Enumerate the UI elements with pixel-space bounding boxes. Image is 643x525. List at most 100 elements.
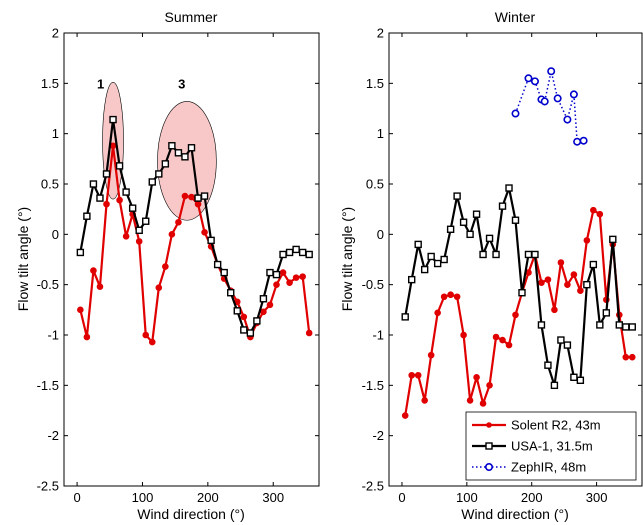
- summer-x-tick-label: 300: [262, 490, 284, 505]
- summer-x-tick-label: 200: [197, 490, 219, 505]
- winter-point-0: [505, 341, 513, 349]
- winter-point-1: [589, 260, 598, 269]
- winter-point-0: [492, 333, 500, 341]
- summer-point-0: [305, 329, 313, 337]
- summer-point-1: [227, 289, 235, 297]
- winter-point-1: [602, 309, 611, 317]
- winter-point-0: [421, 397, 428, 404]
- summer-point-0: [162, 263, 169, 270]
- winter-point-1: [401, 313, 409, 321]
- summer-point-0: [279, 269, 287, 276]
- winter-point-0: [434, 309, 441, 317]
- winter-x-tick-label: 200: [521, 490, 543, 505]
- summer-point-0: [260, 308, 267, 316]
- summer-y-tick-label: -2.5: [37, 479, 59, 494]
- winter-point-1: [492, 250, 500, 259]
- winter-point-0: [570, 271, 578, 278]
- summer-title: Summer: [165, 9, 218, 25]
- winter-point-1: [518, 289, 526, 297]
- winter-point-1: [479, 250, 487, 259]
- summer-point-1: [96, 194, 104, 202]
- winter-point-0: [473, 373, 480, 381]
- summer-x-tick-label: 100: [132, 490, 154, 505]
- winter-point-2: [511, 109, 520, 118]
- summer-point-0: [273, 281, 280, 288]
- winter-point-0: [453, 293, 461, 301]
- winter-x-tick-label: 0: [398, 490, 405, 505]
- winter-point-0: [512, 311, 519, 319]
- winter-point-2: [547, 67, 556, 76]
- winter-point-1: [628, 323, 636, 331]
- winter-point-0: [538, 279, 545, 286]
- winter-y-tick-label: -2: [372, 428, 384, 443]
- summer-point-1: [128, 204, 137, 212]
- summer-point-0: [175, 218, 182, 226]
- winter-point-2: [579, 136, 588, 145]
- winter-point-1: [485, 234, 494, 243]
- winter-point-1: [505, 184, 513, 192]
- summer-point-1: [155, 170, 163, 178]
- winter-point-0: [544, 276, 552, 283]
- summer-point-0: [135, 238, 143, 245]
- summer-point-1: [148, 178, 156, 186]
- summer-point-0: [122, 233, 130, 240]
- summer-point-0: [77, 306, 84, 314]
- summer-point-1: [161, 160, 170, 168]
- winter-point-1: [446, 225, 455, 234]
- legend-marker-2: [484, 462, 493, 471]
- winter-point-2: [524, 74, 533, 83]
- summer-annotation-label: 1: [97, 76, 104, 91]
- winter-point-0: [596, 210, 604, 218]
- summer-point-1: [298, 248, 307, 257]
- winter-point-1: [408, 275, 416, 284]
- summer-x-tick-label: 0: [73, 490, 80, 505]
- winter-point-1: [414, 240, 422, 249]
- summer-y-tick-label: -2: [47, 428, 59, 443]
- winter-y-axis-label: Flow tilt angle (°): [339, 207, 355, 311]
- summer-point-1: [259, 295, 268, 303]
- winter-point-0: [590, 206, 597, 214]
- summer-y-tick-label: 2: [52, 26, 59, 41]
- winter-point-1: [420, 265, 429, 274]
- summer-point-1: [305, 250, 313, 259]
- summer-point-1: [181, 153, 189, 161]
- winter-point-0: [479, 400, 487, 407]
- summer-x-axis-label: Wind direction (°): [137, 506, 245, 522]
- summer-point-1: [187, 144, 196, 152]
- summer-y-tick-label: -1: [47, 328, 59, 343]
- winter-point-0: [628, 353, 636, 361]
- winter-point-1: [544, 361, 552, 369]
- winter-point-0: [447, 291, 454, 299]
- legend-marker-1: [485, 442, 493, 450]
- summer-point-1: [233, 307, 241, 315]
- legend-label-1: USA-1, 31.5m: [511, 439, 593, 454]
- winter-point-2: [530, 77, 539, 86]
- winter-point-0: [577, 287, 584, 295]
- winter-panel: Winter Wind direction (°) Flow tilt angl…: [339, 9, 643, 522]
- winter-point-2: [563, 115, 572, 124]
- winter-point-1: [570, 373, 578, 381]
- winter-x-axis-label: Wind direction (°): [461, 506, 569, 522]
- summer-highlight-ellipse: [157, 101, 217, 221]
- summer-point-0: [188, 193, 195, 201]
- summer-point-0: [292, 274, 300, 281]
- summer-point-0: [240, 313, 248, 321]
- winter-point-1: [609, 235, 617, 244]
- summer-point-1: [142, 217, 150, 225]
- winter-point-0: [583, 237, 591, 244]
- winter-point-1: [524, 250, 533, 259]
- summer-point-1: [194, 194, 202, 202]
- winter-point-1: [427, 252, 435, 261]
- winter-point-2: [553, 94, 562, 103]
- summer-point-1: [240, 326, 248, 334]
- summer-panel: Summer Wind direction (°) Flow tilt angl…: [15, 9, 320, 522]
- winter-point-0: [622, 353, 630, 361]
- winter-point-0: [427, 351, 435, 359]
- winter-point-1: [440, 255, 448, 264]
- winter-point-0: [408, 371, 416, 379]
- summer-point-1: [168, 142, 176, 150]
- winter-point-1: [433, 259, 442, 268]
- summer-highlight-ellipse: [102, 82, 124, 200]
- summer-y-axis-label: Flow tilt angle (°): [15, 207, 31, 311]
